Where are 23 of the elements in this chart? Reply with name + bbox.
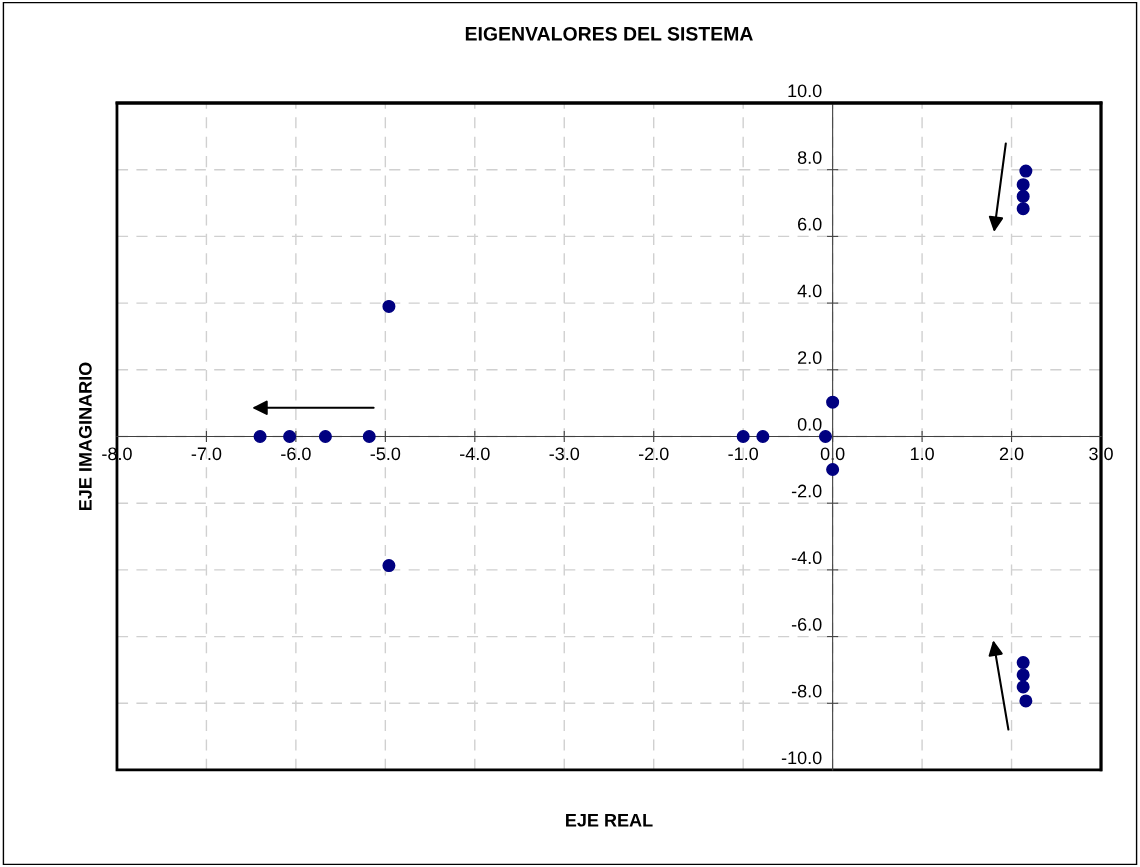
x-tick-label: -5.0: [370, 447, 401, 461]
x-tick-label: -4.0: [460, 447, 490, 461]
x-tick-label: -3.0: [549, 447, 580, 461]
y-tick-label: 2.0: [798, 351, 822, 365]
y-tick-label: 6.0: [798, 217, 822, 231]
chart-title: EIGENVALORES DEL SISTEMA: [465, 26, 753, 41]
y-tick-label: 0.0: [797, 417, 822, 431]
y-axis-title: EJE IMAGINARIO: [78, 362, 92, 511]
x-tick-label: -2.0: [638, 447, 669, 461]
y-tick-label: -10.0: [781, 751, 822, 765]
x-axis-title: EJE REAL: [566, 814, 653, 827]
y-tick-label: -8.0: [791, 684, 822, 698]
x-tick-label: 2.0: [999, 447, 1024, 461]
x-tick-label: 1.0: [910, 447, 934, 461]
y-tick-label: 10.0: [788, 84, 822, 98]
y-tick-label: -6.0: [791, 618, 822, 631]
y-tick-label: -4.0: [791, 551, 822, 565]
x-tick-label: -6.0: [281, 447, 311, 461]
x-tick-label: -1.0: [728, 447, 759, 461]
y-tick-label: -2.0: [791, 484, 822, 498]
y-tick-label: 8.0: [797, 151, 822, 164]
y-tick-label: 4.0: [797, 284, 822, 298]
x-tick-label: -7.0: [191, 447, 222, 461]
